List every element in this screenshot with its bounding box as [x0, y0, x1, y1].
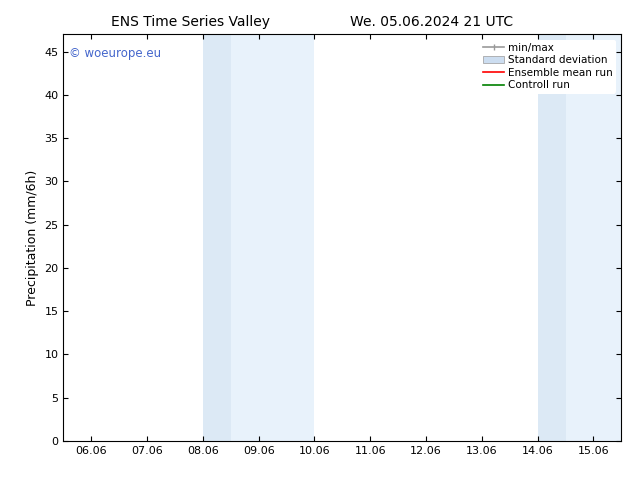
Text: ENS Time Series Valley: ENS Time Series Valley: [111, 15, 269, 29]
Y-axis label: Precipitation (mm/6h): Precipitation (mm/6h): [26, 170, 39, 306]
Text: © woeurope.eu: © woeurope.eu: [69, 47, 161, 59]
Bar: [203, 34, 231, 441]
Bar: [231, 34, 314, 441]
Legend: min/max, Standard deviation, Ensemble mean run, Controll run: min/max, Standard deviation, Ensemble me…: [480, 40, 616, 94]
Bar: [538, 34, 566, 441]
Text: We. 05.06.2024 21 UTC: We. 05.06.2024 21 UTC: [349, 15, 513, 29]
Bar: [566, 34, 621, 441]
